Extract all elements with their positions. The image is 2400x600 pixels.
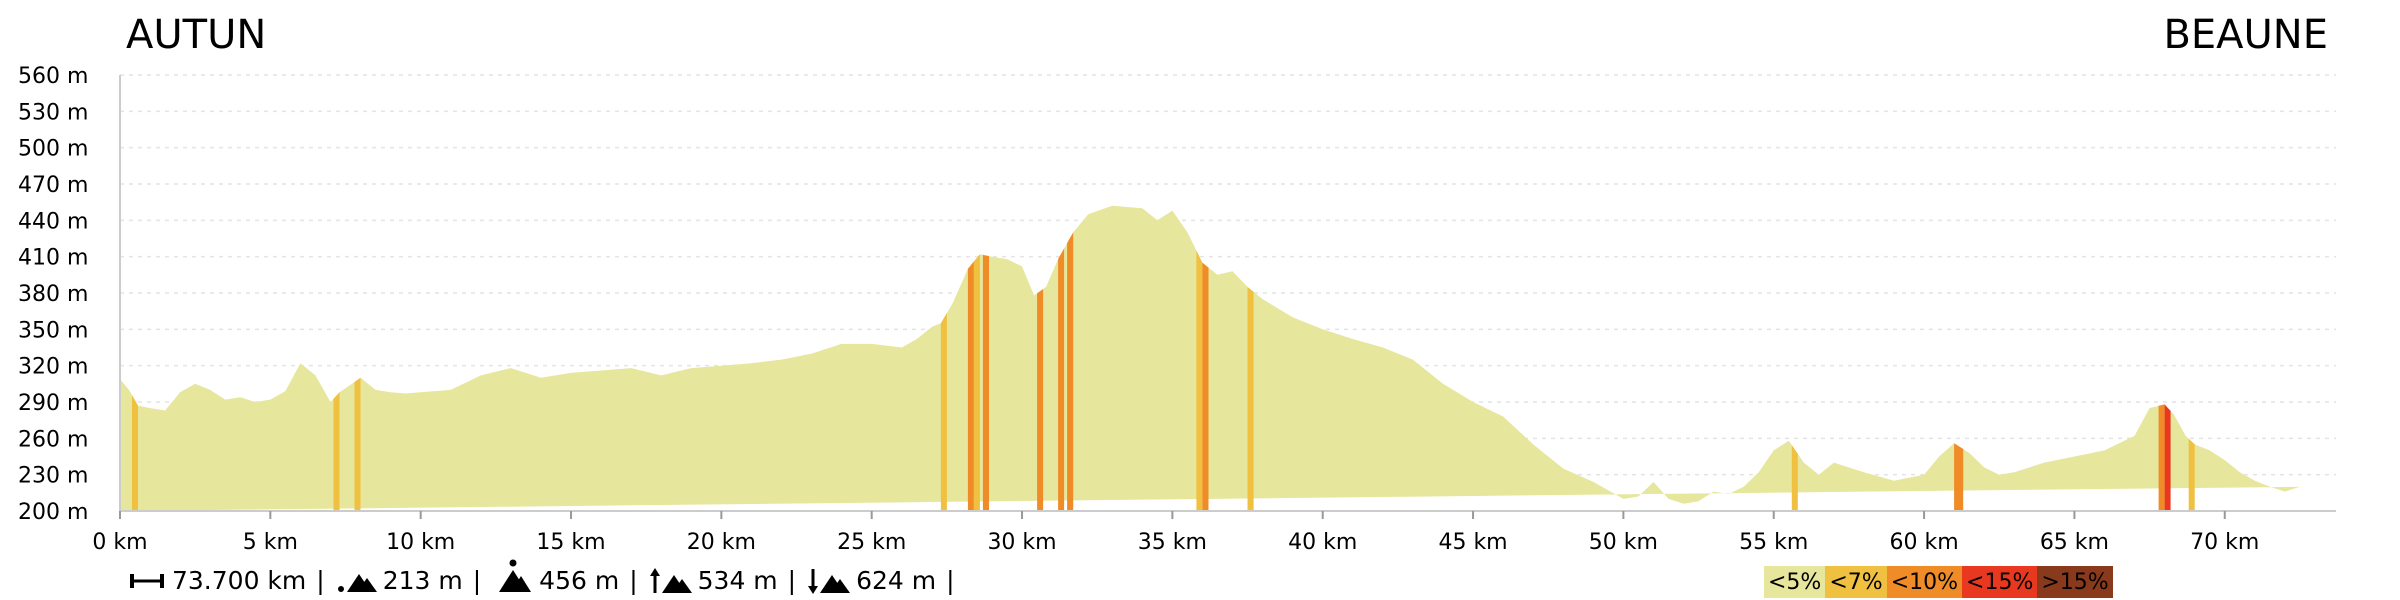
steep-section: [1058, 248, 1065, 511]
steep-section: [982, 254, 989, 512]
steep-section: [973, 254, 980, 511]
x-tick-label: 30 km: [987, 530, 1056, 555]
start-location-title: AUTUN: [126, 12, 267, 58]
x-tick-label: 45 km: [1438, 530, 1507, 555]
x-tick-label: 70 km: [2190, 530, 2259, 555]
min-elevation-icon: [337, 573, 377, 592]
y-tick-label: 260 m: [18, 427, 88, 452]
legend-item: <7%: [1825, 566, 1887, 598]
legend-item: >15%: [2037, 566, 2113, 598]
x-tick-label: 25 km: [837, 530, 906, 555]
steep-section: [333, 392, 340, 511]
steep-section: [2164, 404, 2171, 511]
y-tick-label: 380 m: [18, 282, 88, 307]
steep-section: [940, 313, 947, 511]
y-tick-label: 320 m: [18, 355, 88, 380]
steep-section: [2158, 404, 2165, 511]
min-elevation-stat: 213 m: [337, 566, 463, 595]
y-tick-label: 200 m: [18, 500, 88, 525]
distance-stat: 73.700 km: [128, 566, 306, 595]
distance-icon: [130, 573, 164, 588]
legend-item: <5%: [1764, 566, 1826, 598]
x-tick-label: 60 km: [1889, 530, 1958, 555]
elevation-area: [120, 205, 2300, 512]
y-tick-label: 290 m: [18, 391, 88, 416]
steep-section: [1067, 232, 1074, 511]
gradient-legend: <5% <7% <10% <15% >15%: [1764, 566, 2113, 598]
steep-section: [1791, 445, 1798, 511]
steep-section: [1247, 286, 1254, 511]
descent-icon: [808, 568, 851, 594]
y-tick-label: 230 m: [18, 464, 88, 489]
legend-item: <10%: [1886, 566, 1963, 598]
steep-section: [1037, 289, 1044, 511]
steep-section: [967, 261, 974, 511]
steep-section: [354, 377, 361, 511]
x-tick-label: 20 km: [687, 530, 756, 555]
y-tick-label: 530 m: [18, 100, 88, 125]
steep-section: [1196, 250, 1203, 511]
y-tick-label: 500 m: [18, 137, 88, 162]
y-tick-label: 350 m: [18, 318, 88, 343]
x-tick-label: 50 km: [1589, 530, 1658, 555]
x-tick-label: 40 km: [1288, 530, 1357, 555]
route-stats: 73.700 km | 213 m | 456 m | 534 m |: [128, 559, 967, 595]
y-tick-label: 410 m: [18, 246, 88, 271]
y-tick-label: 440 m: [18, 209, 88, 234]
descent-stat: 624 m: [808, 566, 936, 595]
x-tick-label: 15 km: [536, 530, 605, 555]
x-tick-label: 35 km: [1138, 530, 1207, 555]
max-elevation-value: 456 m: [539, 566, 620, 595]
x-tick-label: 10 km: [386, 530, 455, 555]
y-tick-label: 560 m: [18, 64, 88, 89]
steep-section: [1954, 443, 1964, 511]
max-elevation-icon: [499, 559, 532, 592]
x-tick-label: 65 km: [2040, 530, 2109, 555]
steep-section: [2188, 438, 2195, 511]
steep-section: [132, 395, 138, 511]
ascent-icon: [649, 567, 692, 593]
descent-value: 624 m: [856, 566, 937, 595]
min-elevation-value: 213 m: [382, 566, 463, 595]
max-elevation-stat: 456 m: [493, 559, 620, 595]
end-location-title: BEAUNE: [2163, 12, 2328, 58]
distance-value: 73.700 km: [172, 566, 307, 595]
ascent-stat: 534 m: [649, 566, 778, 595]
x-tick-label: 0 km: [92, 530, 147, 555]
y-tick-label: 470 m: [18, 173, 88, 198]
x-tick-label: 5 km: [243, 530, 298, 555]
ascent-value: 534 m: [697, 566, 778, 595]
legend-item: <15%: [1962, 566, 2038, 598]
steep-section: [1202, 262, 1209, 511]
x-tick-label: 55 km: [1739, 530, 1808, 555]
